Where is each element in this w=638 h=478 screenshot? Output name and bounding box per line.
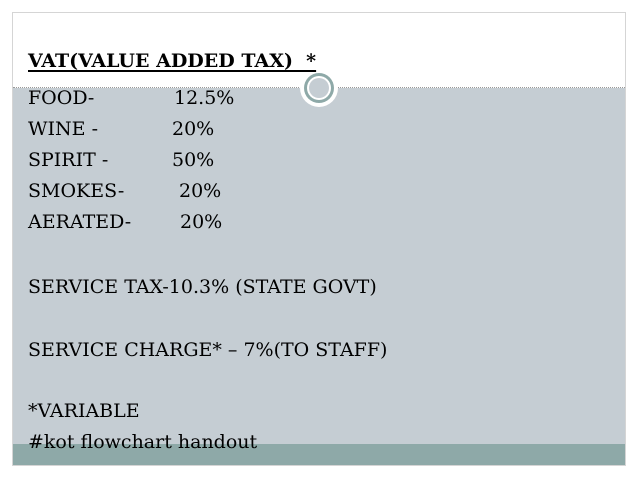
vat-rate-food: 12.5% <box>174 87 235 109</box>
decorative-ring-center <box>309 78 329 98</box>
slide-title: VAT(VALUE ADDED TAX) * <box>28 50 317 72</box>
vat-rate-wine: 20% <box>172 118 215 140</box>
vat-item-wine: WINE - <box>28 118 98 140</box>
vat-rate-smokes: 20% <box>179 180 222 202</box>
footer-handout-text: #kot flowchart handout <box>28 431 258 453</box>
vat-item-food: FOOD- <box>28 87 95 109</box>
vat-rate-aerated: 20% <box>180 211 223 233</box>
vat-rate-spirit: 50% <box>172 149 215 171</box>
variable-note: *VARIABLE <box>28 400 140 422</box>
vat-item-spirit: SPIRIT - <box>28 149 109 171</box>
service-tax-text: SERVICE TAX-10.3% (STATE GOVT) <box>28 276 377 298</box>
vat-item-aerated: AERATED- <box>28 211 132 233</box>
service-charge-text: SERVICE CHARGE* – 7%(TO STAFF) <box>28 339 388 361</box>
slide-content-band <box>13 88 625 444</box>
slide-footer-band <box>13 444 625 465</box>
vat-item-smokes: SMOKES- <box>28 180 125 202</box>
